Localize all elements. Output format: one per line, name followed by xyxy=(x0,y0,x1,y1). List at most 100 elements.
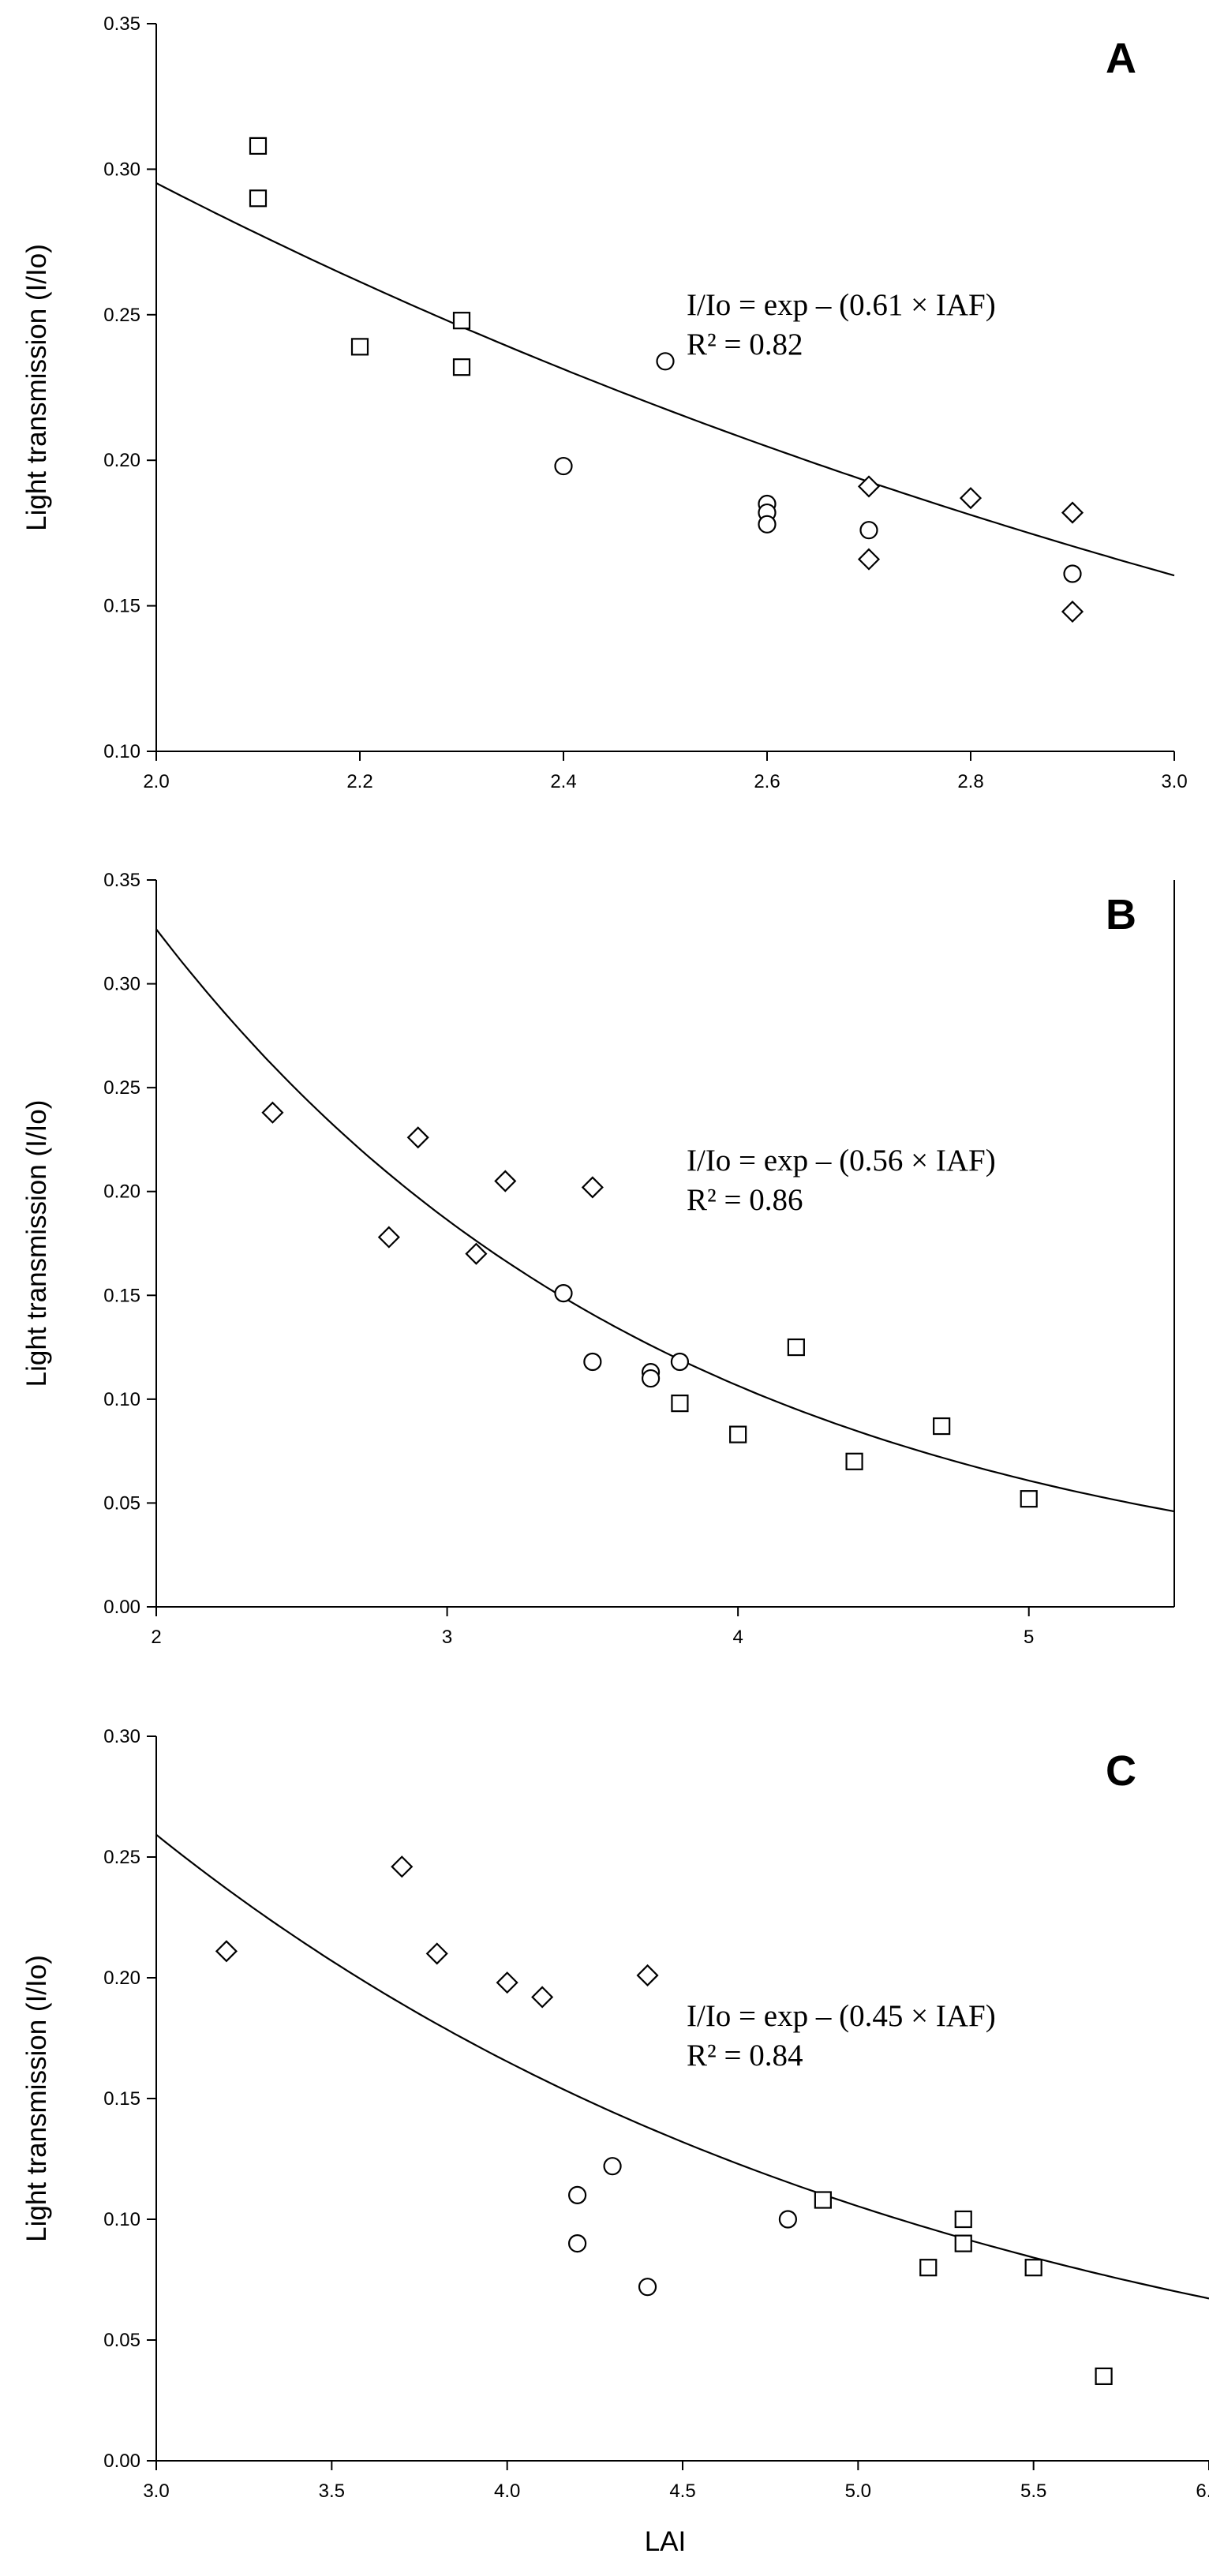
panel-c-point-square xyxy=(814,2191,832,2209)
panel-c-point-diamond xyxy=(391,1855,414,1878)
panel-a-y-tick-label: 0.20 xyxy=(103,450,140,471)
panel-b-y-tick-label: 0.00 xyxy=(103,1597,140,1618)
panel-c-point-diamond xyxy=(496,1971,518,1994)
panel-c-x-tick-label: 4.5 xyxy=(669,2481,695,2502)
panel-a-point-diamond xyxy=(1061,600,1084,623)
panel-c-point-circle xyxy=(638,2278,657,2297)
panel-c-letter: C xyxy=(1106,1747,1136,1795)
panel-a-y-tick-label: 0.15 xyxy=(103,596,140,617)
panel-b-y-tick-label: 0.05 xyxy=(103,1492,140,1514)
panel-b-point-circle xyxy=(583,1352,602,1372)
panel-b-y-tick-label: 0.30 xyxy=(103,974,140,995)
panel-b-equation: I/Io = exp – (0.56 × IAF) xyxy=(687,1144,996,1178)
panel-c-point-square xyxy=(1095,2367,1113,2385)
panel-a-point-circle xyxy=(859,521,878,540)
panel-a-point-square xyxy=(452,312,471,330)
panel-c-x-tick-label: 5.0 xyxy=(845,2481,871,2502)
panel-b-point-diamond xyxy=(377,1226,400,1249)
panel-a-r2: R² = 0.82 xyxy=(687,328,803,361)
panel-a-y-tick-label: 0.10 xyxy=(103,741,140,762)
panel-c-point-circle xyxy=(567,2185,587,2204)
panel-a-point-square xyxy=(350,338,369,356)
panel-a-x-tick-label: 2.0 xyxy=(143,771,169,792)
panel-a-point-circle xyxy=(758,515,777,534)
panel-a-point-circle xyxy=(656,352,675,371)
panel-c-point-square xyxy=(1024,2259,1042,2277)
panel-c-point-diamond xyxy=(636,1964,659,1986)
panel-a-y-tick-label: 0.35 xyxy=(103,13,140,35)
panel-c-point-diamond xyxy=(425,1942,448,1965)
panel-c-point-circle xyxy=(778,2210,798,2229)
panel-b-r2: R² = 0.86 xyxy=(687,1183,803,1217)
panel-b-x-tick-label: 2 xyxy=(151,1627,161,1648)
panel-a-point-circle xyxy=(1063,564,1082,583)
panel-a-point-square xyxy=(249,137,268,155)
panel-b-point-diamond xyxy=(406,1126,429,1149)
panel-c-x-tick-label: 3.5 xyxy=(319,2481,345,2502)
panel-a-point-diamond xyxy=(1061,501,1084,524)
panel-b-point-square xyxy=(787,1338,805,1357)
panel-a-fit-curve xyxy=(155,182,1175,577)
panel-a-x-tick-label: 3.0 xyxy=(1161,771,1187,792)
panel-c-point-circle xyxy=(603,2157,622,2176)
panel-c-point-square xyxy=(954,2234,972,2252)
panel-b-x-tick-label: 5 xyxy=(1024,1627,1034,1648)
panel-c-y-tick-label: 0.00 xyxy=(103,2451,140,2472)
panel-b-y-tick-label: 0.20 xyxy=(103,1181,140,1203)
panel-a-point-diamond xyxy=(857,548,881,571)
panel-c-point-circle xyxy=(567,2234,587,2253)
panel-a-point-circle xyxy=(554,456,573,476)
panel-a-equation: I/Io = exp – (0.61 × IAF) xyxy=(687,288,996,322)
panel-b-point-square xyxy=(1020,1490,1038,1508)
panel-a-x-tick-label: 2.6 xyxy=(754,771,780,792)
panel-b: 0.00 0.05 0.10 0.15 0.20 0.25 0.30 0.35 2 3 4 5 Ligh… xyxy=(21,870,1175,1648)
panel-c-y-tick-label: 0.20 xyxy=(103,1968,140,1989)
panel-c-point-diamond xyxy=(215,1940,238,1963)
panel-a-x-tick-label: 2.8 xyxy=(957,771,983,792)
panel-c-x-tick-label: 3.0 xyxy=(143,2481,169,2502)
panel-a-x-tick-label: 2.2 xyxy=(346,771,372,792)
panel-c-x-axis-label: LAI xyxy=(645,2526,687,2557)
panel-a-point-square xyxy=(249,189,268,208)
panel-c-y-tick-label: 0.10 xyxy=(103,2209,140,2230)
panel-b-x-tick-label: 3 xyxy=(442,1627,452,1648)
panel-c-r2: R² = 0.84 xyxy=(687,2039,803,2072)
panel-b-point-square xyxy=(845,1452,863,1470)
panel-b-x-tick-label: 4 xyxy=(732,1627,743,1648)
panel-b-y-tick-label: 0.10 xyxy=(103,1389,140,1410)
panel-c: 0.00 0.05 0.10 0.15 0.20 0.25 0.30 3.0 3.5 4.0 4.5… xyxy=(21,1726,1209,2557)
panel-b-point-square xyxy=(729,1425,747,1443)
panel-a-y-tick-label: 0.30 xyxy=(103,159,140,180)
panel-c-equation: I/Io = exp – (0.45 × IAF) xyxy=(687,1999,996,2033)
panel-b-point-circle xyxy=(641,1368,661,1388)
panel-a-x-tick-label: 2.4 xyxy=(550,771,576,792)
panel-b-y-tick-label: 0.15 xyxy=(103,1285,140,1306)
panel-b-y-tick-label: 0.35 xyxy=(103,870,140,891)
panel-c-point-square xyxy=(919,2259,938,2277)
panel-b-point-diamond xyxy=(261,1101,284,1124)
panel-c-x-tick-label: 4.0 xyxy=(494,2481,520,2502)
panel-a-point-diamond xyxy=(959,487,983,510)
panel-b-point-square xyxy=(671,1395,689,1413)
panel-b-y-axis-label: Light transmission (I/Io) xyxy=(21,1100,52,1387)
panel-a-letter: A xyxy=(1106,35,1136,82)
panel-c-y-axis-label: Light transmission (I/Io) xyxy=(21,1955,52,2242)
panel-b-point-diamond xyxy=(494,1170,517,1193)
panel-a-y-tick-label: 0.25 xyxy=(103,305,140,326)
panel-c-point-diamond xyxy=(531,1986,554,2009)
panel-a-point-square xyxy=(452,358,471,376)
panel-c-x-tick-label: 5.5 xyxy=(1020,2481,1046,2502)
panel-b-letter: B xyxy=(1106,891,1136,938)
panel-c-fit-curve xyxy=(155,1833,1209,2300)
panel-c-x-tick-label: 6.0 xyxy=(1196,2481,1209,2502)
panel-b-point-diamond xyxy=(465,1242,488,1265)
panel-b-point-square xyxy=(933,1417,951,1436)
panel-c-point-square xyxy=(954,2210,972,2229)
panel-a-point-diamond xyxy=(857,475,881,498)
panel-a: 0.10 0.15 0.20 0.25 0.30 0.35 2.0 2.2 2.4 2.6 2.8 3… xyxy=(21,13,1188,792)
panel-c-y-tick-label: 0.05 xyxy=(103,2330,140,2351)
panel-b-point-diamond xyxy=(581,1176,604,1199)
panel-c-y-tick-label: 0.15 xyxy=(103,2088,140,2110)
panel-b-point-circle xyxy=(670,1352,690,1372)
